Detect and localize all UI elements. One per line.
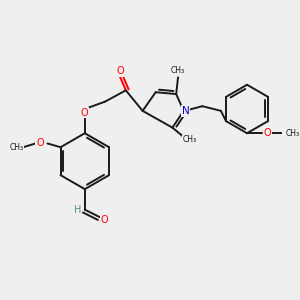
Text: O: O [100,215,108,225]
Text: O: O [116,66,124,76]
Text: CH₃: CH₃ [182,135,196,144]
Text: H: H [74,205,81,215]
Text: O: O [36,139,44,148]
Text: CH₃: CH₃ [10,143,24,152]
Text: CH₃: CH₃ [286,129,300,138]
Text: O: O [264,128,271,138]
Text: O: O [81,108,88,118]
Text: N: N [182,106,189,116]
Text: CH₃: CH₃ [171,66,185,75]
